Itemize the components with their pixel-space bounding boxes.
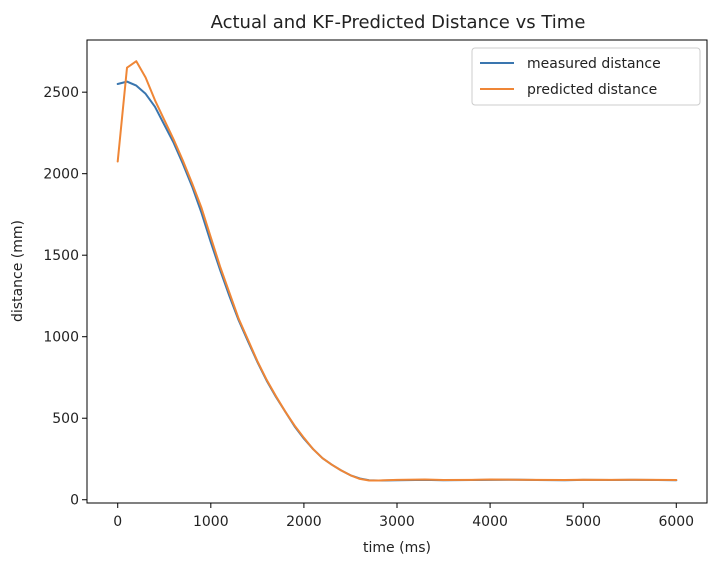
y-axis-label: distance (mm) [10,220,26,322]
x-tick-label: 4000 [472,514,508,530]
x-tick-label: 0 [113,514,122,530]
plot-frame [86,39,708,504]
y-tick-label: 500 [52,411,79,427]
legend-box [471,47,701,106]
x-axis-label: time (ms) [363,540,431,556]
plot-lines [116,60,678,482]
y-tick-label: 0 [70,493,79,509]
y-tick-label: 2500 [43,85,79,101]
y-tick-label: 2000 [43,167,79,183]
series-line-measured-distance [116,80,678,482]
x-tick-label: 2000 [286,514,322,530]
x-tick-label: 3000 [379,514,415,530]
legend-label: predicted distance [527,82,657,98]
x-tick-label: 6000 [658,514,694,530]
x-tick-label: 5000 [565,514,601,530]
legend: measured distance predicted distance [471,47,701,106]
x-tick-label: 1000 [193,514,229,530]
chart-title: Actual and KF-Predicted Distance vs Time [211,12,586,33]
y-axis: 0 500 1000 1500 2000 2500 [43,85,87,509]
x-axis: 0 1000 2000 3000 4000 5000 6000 [113,503,694,530]
series-line-predicted-distance [116,60,678,482]
y-tick-label: 1000 [43,330,79,346]
y-tick-label: 1500 [43,248,79,264]
legend-label: measured distance [527,56,661,72]
